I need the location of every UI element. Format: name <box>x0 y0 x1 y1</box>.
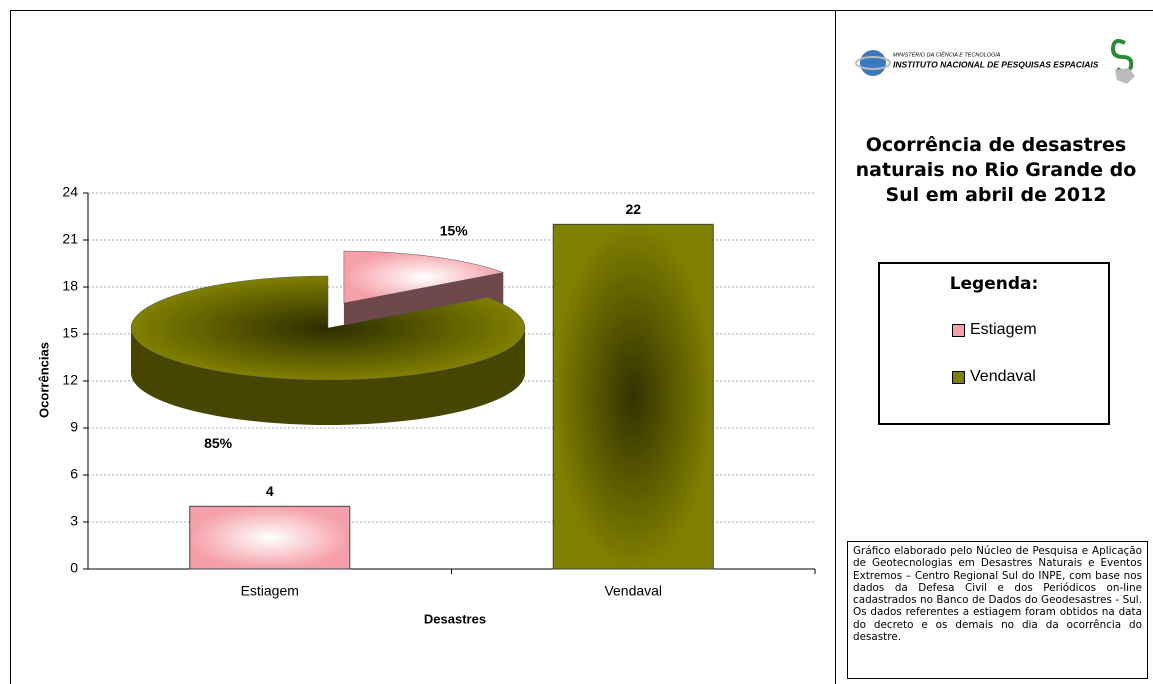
y-tick-label: 21 <box>62 231 78 247</box>
legend-swatch <box>952 370 965 384</box>
geo-logo <box>1110 39 1134 74</box>
institute-text: INSTITUTO NACIONAL DE PESQUISAS ESPACIAI… <box>893 59 1099 69</box>
inpe-logo <box>860 50 886 76</box>
chart: Ocorrências Desastres 0 3 6 9 12 15 18 21 24 4 Est… <box>36 184 816 626</box>
frame-top <box>10 10 1153 11</box>
bar <box>189 505 351 570</box>
legend-item: Estiagem <box>952 321 1037 339</box>
y-tick-label: 24 <box>62 184 78 200</box>
y-tick-label: 12 <box>62 372 78 388</box>
x-tick-label: Vendaval <box>604 583 662 599</box>
legend: Legenda: Estiagem Vendaval <box>878 262 1110 425</box>
inpe-logo-ring <box>855 56 891 70</box>
frame-divider <box>835 10 836 684</box>
pie-label: 85% <box>204 435 233 451</box>
chart-title: Ocorrência de desastres naturais no Rio … <box>855 134 1137 206</box>
x-axis-label: Desastres <box>424 611 486 626</box>
y-tick-label: 6 <box>70 466 78 482</box>
y-tick-label: 3 <box>70 513 78 529</box>
ministry-text: MINISTÉRIO DA CIÊNCIA E TECNOLOGIA <box>893 50 1001 58</box>
geo-logo-map <box>1115 68 1135 84</box>
legend-label: Vendaval <box>970 368 1036 385</box>
legend-item: Vendaval <box>952 368 1036 386</box>
pie-label: 15% <box>440 222 469 238</box>
data-label: 22 <box>625 201 641 217</box>
annotation: Gráfico elaborado pelo Núcleo de Pesquis… <box>847 541 1148 679</box>
y-tick-label: 15 <box>62 325 78 341</box>
legend-swatch <box>952 323 965 337</box>
y-tick-label: 0 <box>70 560 78 576</box>
frame-left <box>10 10 11 684</box>
y-axis-label: Ocorrências <box>36 342 51 418</box>
x-tick-label: Estiagem <box>241 583 299 599</box>
bar <box>552 223 714 570</box>
logos: MINISTÉRIO DA CIÊNCIA E TECNOLOGIA INSTI… <box>855 39 1135 84</box>
y-tick-label: 9 <box>70 419 78 435</box>
pie-slice <box>130 275 526 381</box>
pie-side <box>131 328 525 425</box>
legend-label: Estiagem <box>970 321 1037 338</box>
data-label: 4 <box>266 483 274 499</box>
pie-slice <box>343 250 505 304</box>
legend-title: Legenda: <box>949 274 1039 294</box>
y-tick-label: 18 <box>62 278 78 294</box>
